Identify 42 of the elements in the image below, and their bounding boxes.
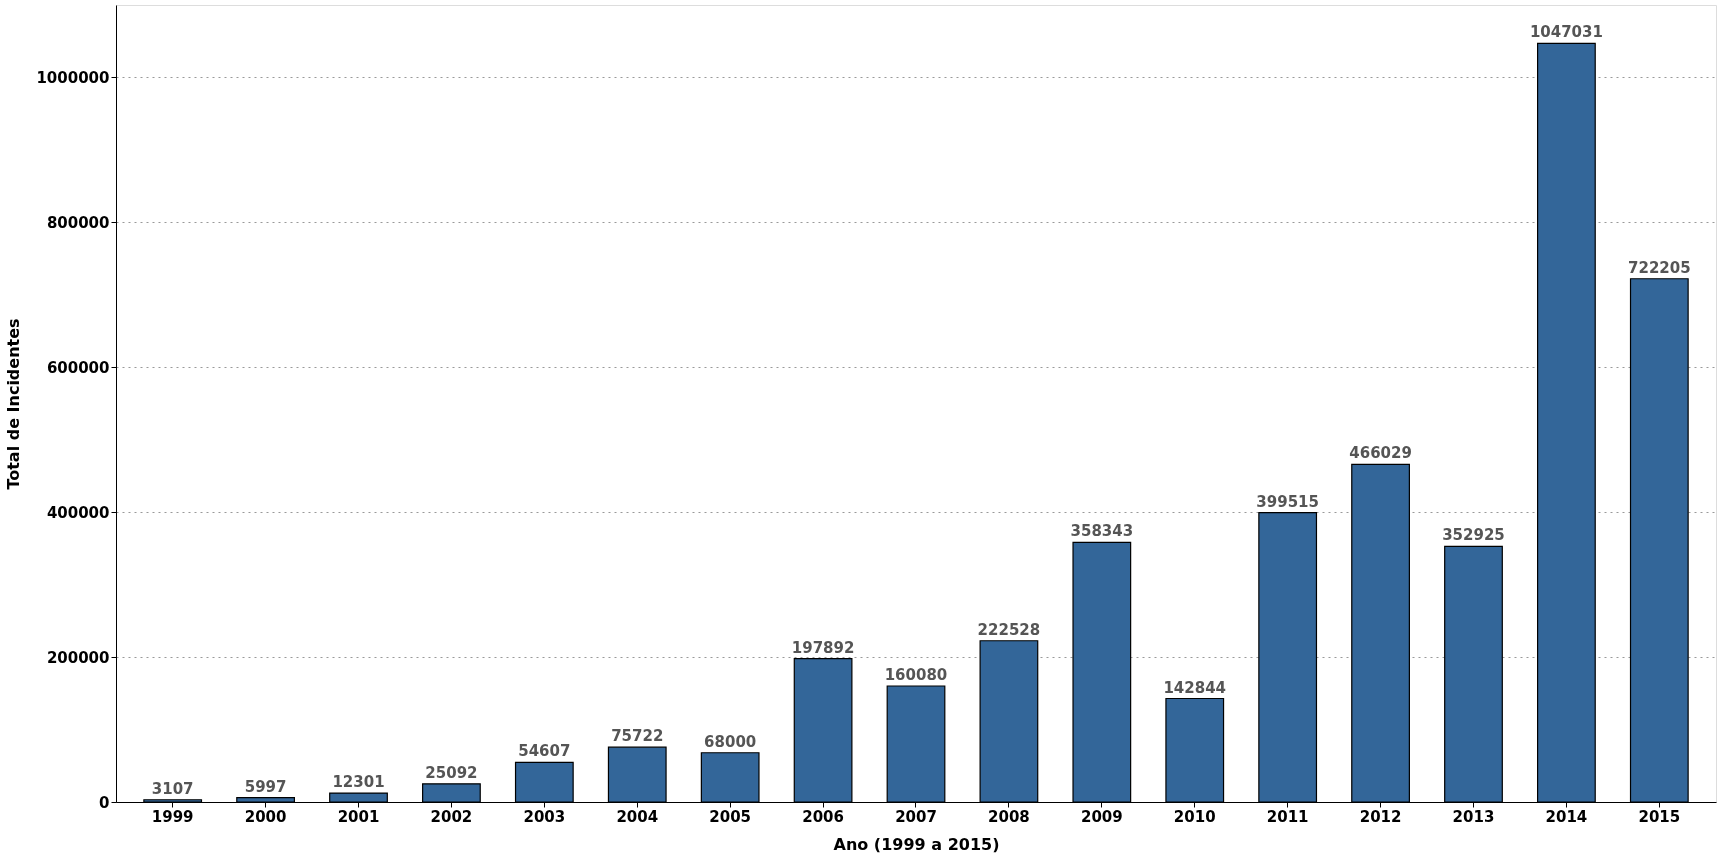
data-label: 54607 (518, 742, 571, 761)
x-tick-label: 2001 (337, 807, 380, 826)
data-label: 160080 (884, 666, 948, 685)
x-tick-label: 2007 (895, 807, 937, 826)
data-label: 466029 (1349, 444, 1412, 463)
y-tick-label: 800000 (46, 213, 110, 232)
y-tick-label: 400000 (46, 503, 110, 522)
data-label: 197892 (791, 638, 855, 657)
x-tick-label: 2015 (1638, 807, 1681, 826)
x-tick-label: 2000 (244, 807, 287, 826)
data-label: 75722 (611, 727, 664, 746)
x-tick-label: 2013 (1452, 807, 1495, 826)
y-tick-label: 1000000 (36, 68, 110, 87)
data-label: 352925 (1442, 526, 1505, 545)
y-tick-label: 0 (99, 793, 110, 812)
y-tick-label: 200000 (46, 648, 110, 667)
x-tick-label: 2014 (1545, 807, 1588, 826)
x-tick-label: 2004 (616, 807, 659, 826)
data-label: 5997 (244, 777, 287, 796)
data-label: 1047031 (1529, 23, 1603, 42)
x-tick-label: 2002 (430, 807, 473, 826)
data-label: 25092 (425, 763, 478, 782)
x-tick-label: 2011 (1266, 807, 1309, 826)
data-label: 12301 (332, 773, 385, 792)
x-axis-title: Ano (1999 a 2015) (833, 834, 1000, 854)
x-tick-label: 2005 (709, 807, 752, 826)
x-tick-label: 1999 (151, 807, 194, 826)
x-tick-label: 2008 (988, 807, 1030, 826)
data-label: 222528 (977, 620, 1041, 639)
x-tick-label: 2010 (1173, 807, 1216, 826)
y-axis-title: Total de Incidentes (4, 318, 24, 490)
x-tick-label: 2012 (1359, 807, 1402, 826)
data-label: 68000 (704, 732, 757, 751)
data-label: 358343 (1070, 522, 1134, 541)
x-tick-label: 2006 (802, 807, 844, 826)
y-tick-label: 600000 (46, 358, 110, 377)
data-label: 399515 (1256, 492, 1319, 511)
data-label: 722205 (1628, 258, 1691, 277)
data-label: 142844 (1163, 678, 1227, 697)
x-tick-label: 2009 (1080, 807, 1123, 826)
x-tick-label: 2003 (523, 807, 566, 826)
data-label: 3107 (151, 779, 194, 798)
